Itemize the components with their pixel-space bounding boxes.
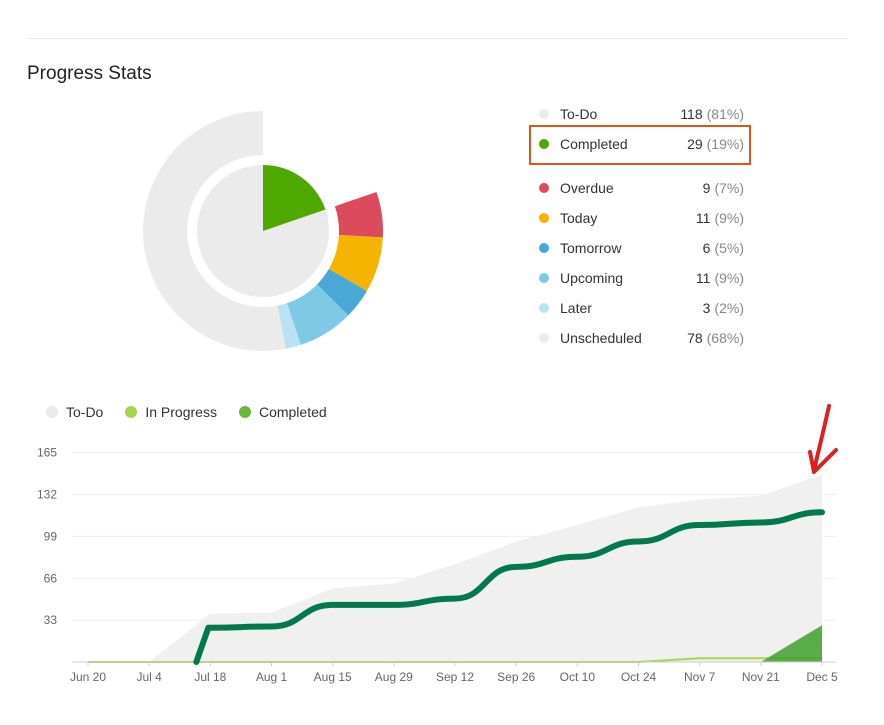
legend-count: 11 (695, 210, 711, 226)
legend-row-upcoming: Upcoming 11 (9%) (539, 267, 744, 289)
y-tick-label: 99 (44, 529, 58, 543)
chart-legend-label: In Progress (145, 404, 217, 420)
legend-row-today: Today 11 (9%) (539, 207, 744, 229)
legend-dot (539, 109, 549, 119)
red-arrow-annotation (808, 404, 838, 474)
legend-percent: (81%) (706, 106, 744, 122)
page-title: Progress Stats (27, 63, 152, 84)
chart-legend-label: Completed (258, 404, 327, 420)
legend-row-to-do: To-Do 118 (81%) (539, 103, 744, 125)
x-tick-label: Aug 29 (375, 670, 413, 684)
legend-label: Overdue (560, 180, 614, 196)
x-tick-label: Aug 1 (256, 670, 288, 684)
legend-label: To-Do (560, 106, 598, 122)
legend-percent: (9%) (714, 210, 744, 226)
chart-legend-label: To-Do (66, 404, 104, 420)
y-tick-label: 165 (37, 446, 57, 460)
donut-outer-today (328, 235, 383, 291)
legend-percent: (7%) (714, 180, 744, 196)
legend-row-overdue: Overdue 9 (7%) (539, 177, 744, 199)
donut-outer-upcoming (286, 284, 349, 345)
legend-dot (539, 213, 549, 223)
chart-legend-dot (238, 406, 251, 418)
legend-label: Later (560, 300, 592, 316)
legend-count: 3 (702, 300, 711, 316)
legend-row-later: Later 3 (2%) (539, 297, 744, 319)
legend-dot (539, 273, 549, 283)
legend-count: 29 (687, 136, 703, 152)
donut-outer-unscheduled (143, 111, 286, 351)
donut-outer-overdue (334, 191, 384, 238)
y-tick-label: 132 (37, 488, 57, 502)
legend-percent: (2%) (714, 300, 744, 316)
legend-label: Today (560, 210, 598, 226)
legend-count: 9 (702, 180, 711, 196)
x-tick-label: Oct 24 (621, 670, 657, 684)
legend-row-tomorrow: Tomorrow 6 (5%) (539, 237, 744, 259)
donut-outer-tomorrow (317, 269, 367, 316)
legend-dot (539, 333, 549, 343)
highlight-trend-line (193, 509, 825, 665)
completed-highlight-box (529, 125, 751, 165)
legend-dot (539, 183, 549, 193)
donut-outer-later (277, 303, 301, 349)
chart-legend: To-Do In Progress Completed (46, 404, 349, 420)
legend-dot (539, 243, 549, 253)
x-tick-label: Jun 20 (70, 670, 106, 684)
x-tick-label: Aug 15 (314, 670, 352, 684)
y-tick-label: 33 (44, 613, 58, 627)
x-tick-label: Jul 18 (194, 670, 226, 684)
donut-inner-completed (263, 165, 326, 231)
area-todo (88, 474, 822, 662)
chart-legend-to-do: To-Do (46, 404, 103, 420)
legend-label: Unscheduled (560, 330, 642, 346)
legend-dot (539, 303, 549, 313)
x-tick-label: Sep 12 (436, 670, 474, 684)
legend-count: 78 (687, 330, 703, 346)
x-tick-label: Nov 7 (684, 670, 716, 684)
legend-count: 11 (695, 270, 711, 286)
chart-legend-in-progress: In Progress (125, 404, 217, 420)
chart-legend-dot (125, 406, 138, 418)
y-tick-label: 66 (44, 571, 58, 585)
legend-count: 6 (702, 240, 711, 256)
legend-label: Upcoming (560, 270, 624, 286)
legend-label: Completed (560, 136, 628, 152)
legend-percent: (68%) (706, 330, 744, 346)
legend-percent: (19%) (706, 136, 744, 152)
legend-row-completed: Completed 29 (19%) (539, 133, 744, 155)
x-tick-label: Sep 26 (497, 670, 535, 684)
x-tick-label: Oct 10 (560, 670, 596, 684)
x-tick-label: Dec 5 (806, 670, 838, 684)
legend-label: Tomorrow (560, 240, 622, 256)
chart-legend-dot (46, 406, 58, 418)
legend-percent: (9%) (714, 270, 744, 286)
chart-legend-completed: Completed (238, 404, 327, 420)
legend-percent: (5%) (714, 240, 744, 256)
legend-row-unscheduled: Unscheduled 78 (68%) (539, 327, 744, 349)
legend-count: 118 (680, 106, 703, 122)
x-tick-label: Jul 4 (136, 670, 162, 684)
legend-dot (539, 139, 549, 149)
x-tick-label: Nov 21 (742, 670, 780, 684)
top-divider (27, 38, 847, 39)
